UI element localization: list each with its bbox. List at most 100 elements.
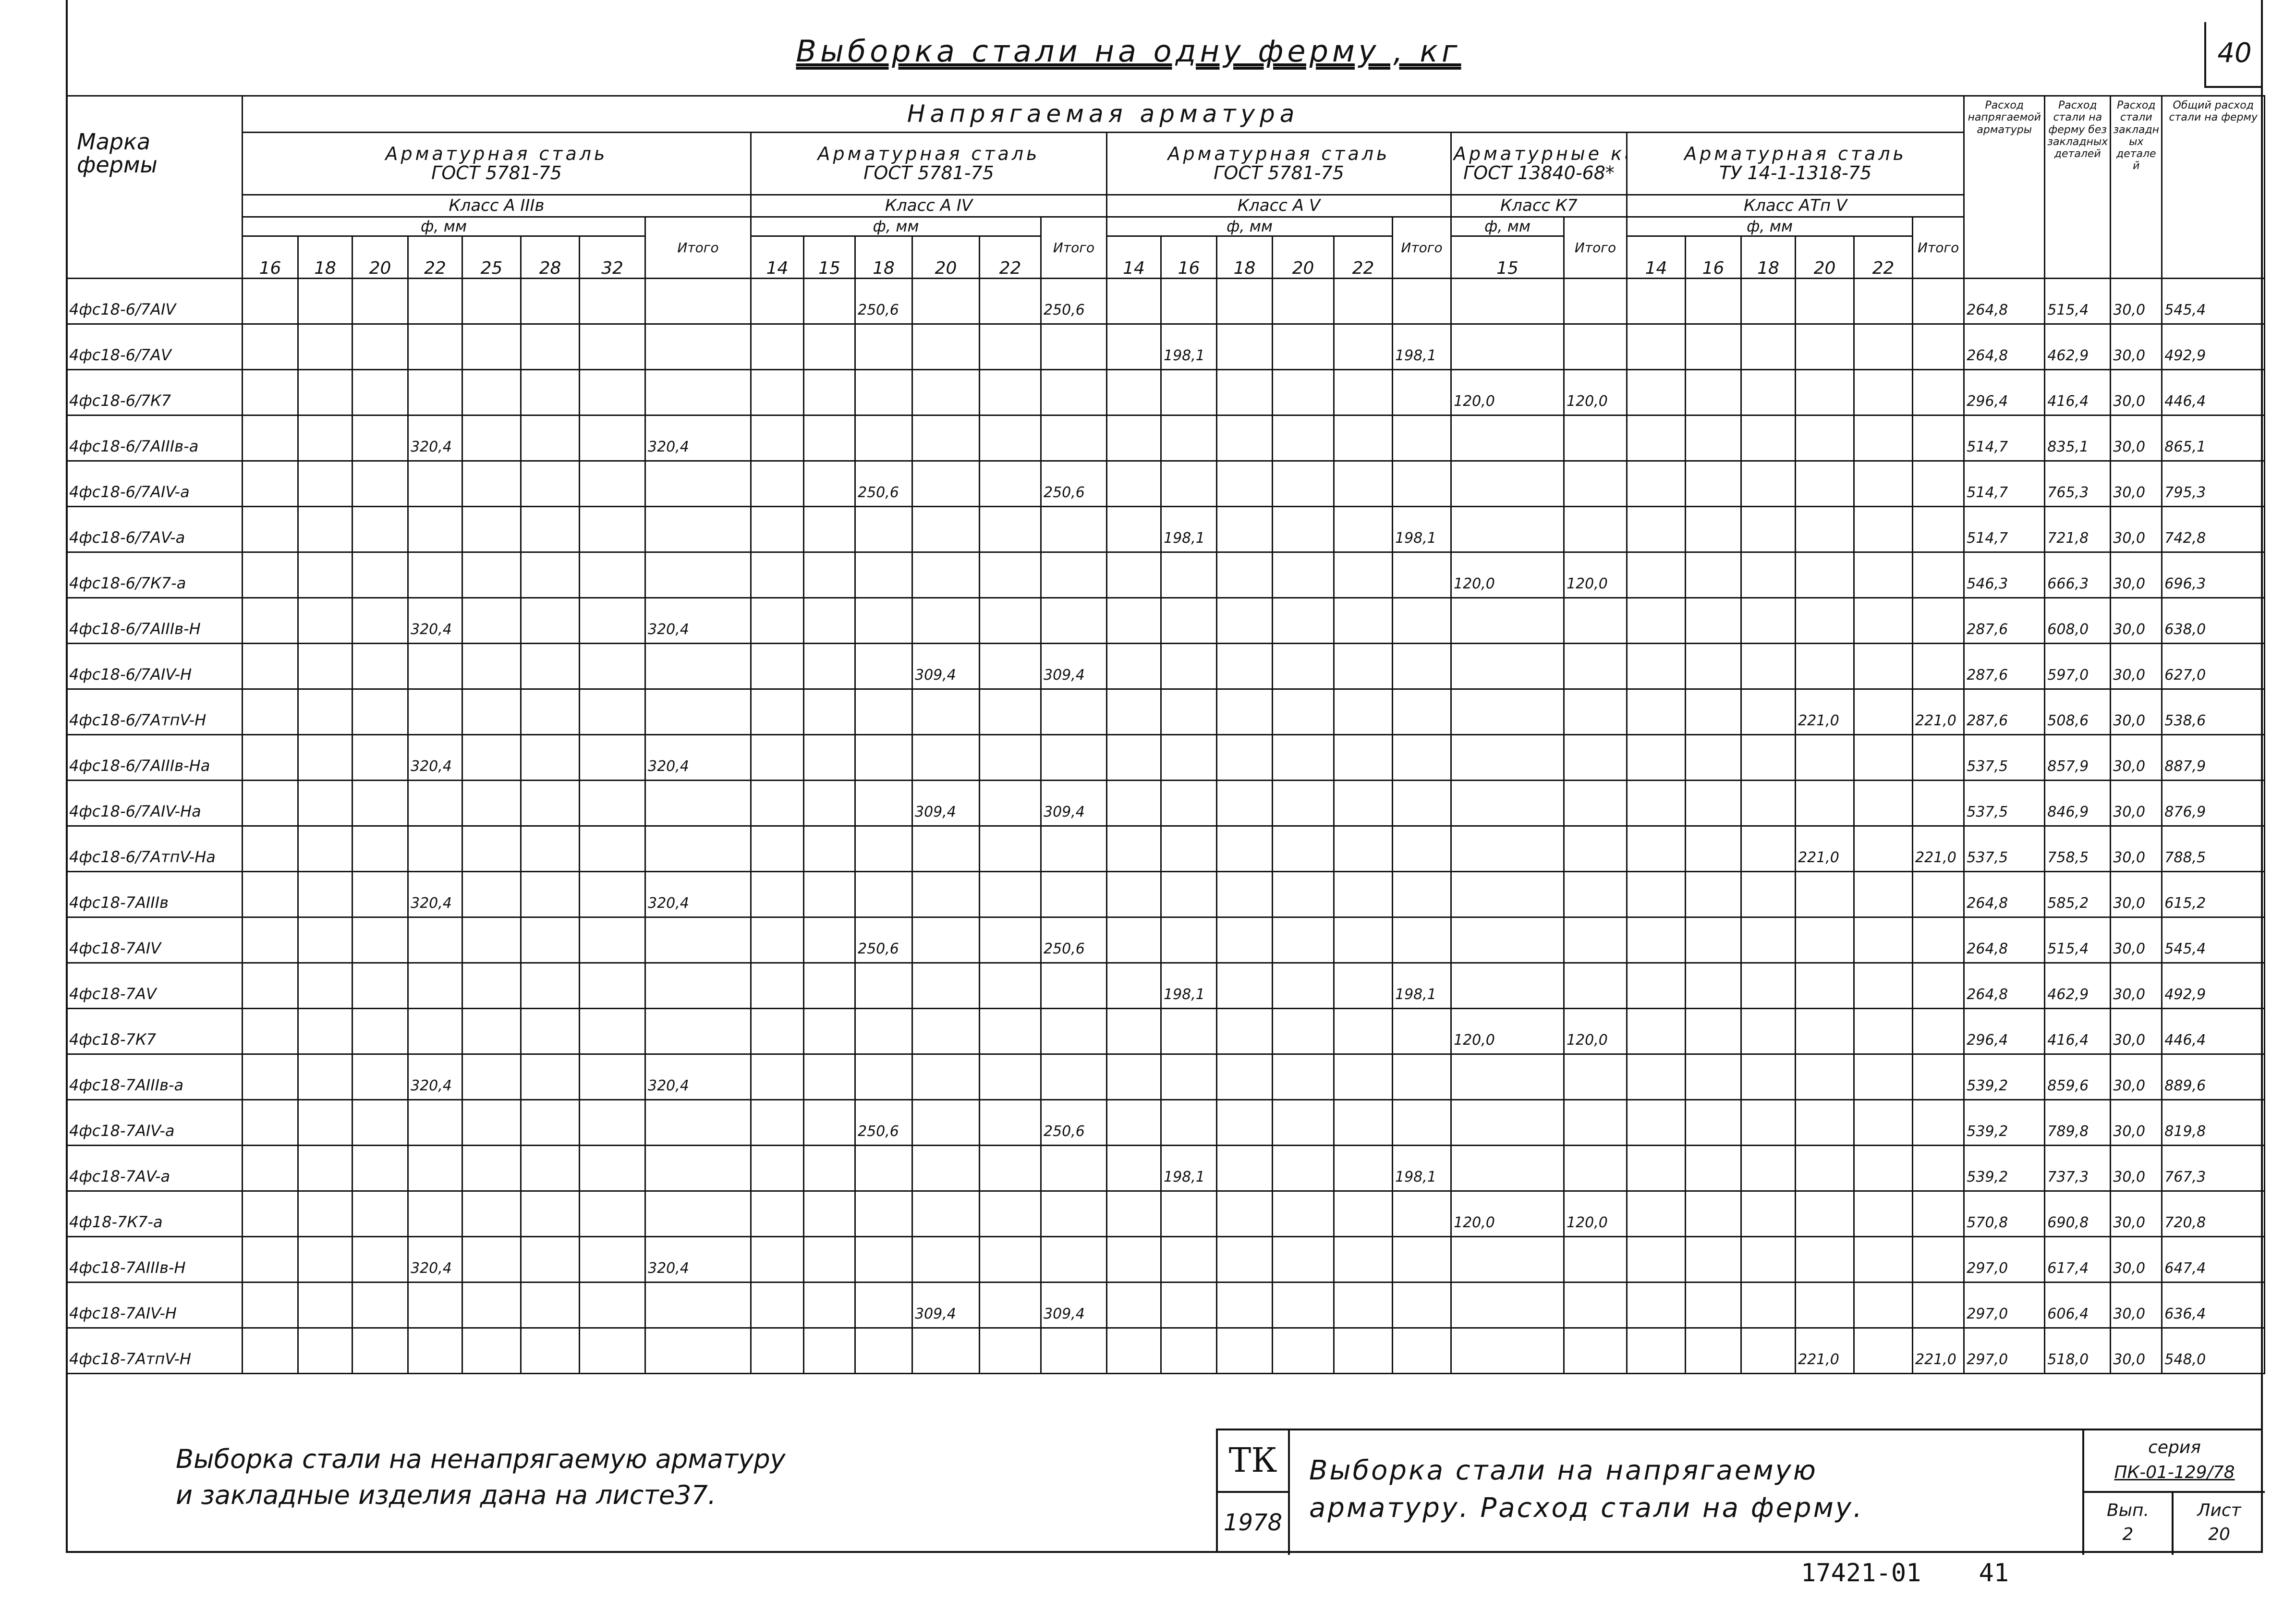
empty-cell xyxy=(242,1099,299,1146)
empty-cell xyxy=(520,825,580,872)
empty-cell xyxy=(1795,323,1855,370)
empty-cell xyxy=(911,962,980,1009)
empty-cell xyxy=(979,1282,1042,1329)
series-label: серия xyxy=(2148,1438,2201,1457)
empty-cell xyxy=(1392,1236,1452,1283)
empty-cell xyxy=(1853,1236,1913,1283)
empty-cell xyxy=(644,369,752,416)
empty-cell xyxy=(520,1008,580,1055)
empty-cell xyxy=(297,871,353,918)
empty-cell xyxy=(1106,1190,1162,1237)
empty-cell xyxy=(242,1145,299,1192)
diameter: 18 xyxy=(297,235,353,279)
empty-cell xyxy=(462,643,522,690)
empty-cell xyxy=(1795,1190,1855,1237)
empty-cell xyxy=(579,1236,646,1283)
value: 819,8 xyxy=(2161,1099,2266,1146)
empty-cell xyxy=(1685,415,1742,462)
empty-cell xyxy=(352,278,409,325)
empty-cell xyxy=(1216,1282,1273,1329)
value: 608,0 xyxy=(2044,597,2112,644)
empty-cell xyxy=(911,916,980,964)
empty-cell xyxy=(1272,1099,1335,1146)
empty-cell xyxy=(750,1282,804,1329)
empty-cell xyxy=(242,643,299,690)
empty-cell xyxy=(1106,780,1162,827)
empty-cell xyxy=(462,1190,522,1237)
group-title: Арматурная сталь ТУ 14-1-1318-75 xyxy=(1626,132,1965,195)
empty-cell xyxy=(644,1145,752,1192)
empty-cell xyxy=(644,460,752,507)
empty-cell xyxy=(1216,1008,1273,1055)
empty-cell xyxy=(1216,962,1273,1009)
empty-cell xyxy=(1795,506,1855,553)
value: 865,1 xyxy=(2161,415,2266,462)
empty-cell xyxy=(1160,1008,1217,1055)
empty-cell xyxy=(352,871,409,918)
title-block: ТК 1978 Выборка стали на напрягаемую арм… xyxy=(1216,1429,2265,1555)
empty-cell xyxy=(352,1053,409,1100)
empty-cell xyxy=(1740,688,1796,735)
empty-cell xyxy=(462,688,522,735)
empty-cell xyxy=(979,1327,1042,1374)
empty-cell xyxy=(407,323,463,370)
empty-cell xyxy=(979,506,1042,553)
value: 250,6 xyxy=(1040,1099,1107,1146)
empty-cell xyxy=(297,1008,353,1055)
empty-cell xyxy=(520,871,580,918)
diameter: 14 xyxy=(1106,235,1162,279)
value: 250,6 xyxy=(1040,278,1107,325)
empty-cell xyxy=(297,323,353,370)
empty-cell xyxy=(1795,551,1855,598)
empty-cell xyxy=(803,688,856,735)
empty-cell xyxy=(1740,597,1796,644)
group-header: Напрягаемая арматура xyxy=(241,95,1965,133)
empty-cell xyxy=(1626,1053,1686,1100)
value: 30,0 xyxy=(2110,278,2163,325)
sheet-label: Лист xyxy=(2197,1501,2241,1520)
empty-cell xyxy=(979,460,1042,507)
table-row: 4фс18-6/7АтпV-На 221,0 221,0 537,5 758,5 30,0… xyxy=(66,825,2266,872)
empty-cell xyxy=(803,1099,856,1146)
empty-cell xyxy=(352,1236,409,1283)
empty-cell xyxy=(520,369,580,416)
empty-cell xyxy=(750,1145,804,1192)
empty-cell xyxy=(750,825,804,872)
empty-cell xyxy=(750,1053,804,1100)
empty-cell xyxy=(1040,506,1107,553)
empty-cell xyxy=(1106,506,1162,553)
empty-cell xyxy=(1333,1327,1393,1374)
empty-cell xyxy=(750,506,804,553)
empty-cell xyxy=(462,1327,522,1374)
empty-cell xyxy=(1853,734,1913,781)
empty-cell xyxy=(854,1190,913,1237)
empty-cell xyxy=(1272,1145,1335,1192)
empty-cell xyxy=(1740,825,1796,872)
empty-cell xyxy=(1685,1236,1742,1283)
empty-cell xyxy=(644,780,752,827)
empty-cell xyxy=(462,369,522,416)
empty-cell xyxy=(462,1099,522,1146)
empty-cell xyxy=(1160,825,1217,872)
mark-header: Марка фермы xyxy=(66,95,243,279)
value: 30,0 xyxy=(2110,1053,2163,1100)
empty-cell xyxy=(1106,1053,1162,1100)
table-row: 4фс18-7АтпV-Н 221,0 221,0 297,0 518,0 30,0 548… xyxy=(66,1327,2266,1374)
empty-cell xyxy=(750,1008,804,1055)
empty-cell xyxy=(407,278,463,325)
value: 545,4 xyxy=(2161,278,2266,325)
empty-cell xyxy=(1450,1145,1565,1192)
empty-cell xyxy=(1853,1053,1913,1100)
empty-cell xyxy=(1392,688,1452,735)
empty-cell xyxy=(352,1327,409,1374)
empty-cell xyxy=(854,1145,913,1192)
mark: 4фс18-7АIIIв-Н xyxy=(66,1236,243,1283)
empty-cell xyxy=(1853,1327,1913,1374)
empty-cell xyxy=(407,1099,463,1146)
empty-cell xyxy=(1272,551,1335,598)
empty-cell xyxy=(750,688,804,735)
value: 30,0 xyxy=(2110,460,2163,507)
empty-cell xyxy=(1795,871,1855,918)
diameter: 32 xyxy=(579,235,646,279)
empty-cell xyxy=(1853,460,1913,507)
